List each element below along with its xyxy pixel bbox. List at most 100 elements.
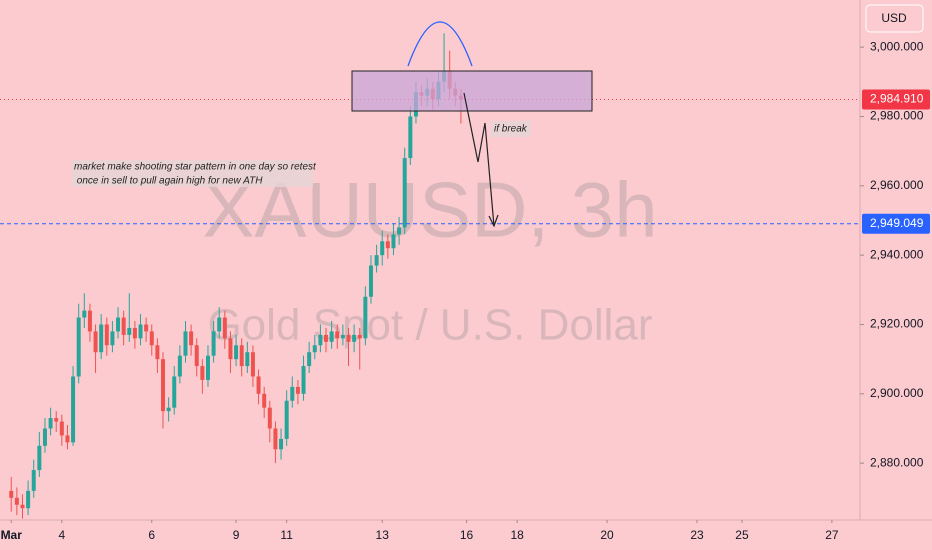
candle-body: [234, 345, 239, 360]
x-tick-label: 11: [280, 528, 293, 542]
candle-body: [166, 407, 171, 412]
x-tick-label: 20: [600, 528, 614, 542]
candle-body: [295, 386, 300, 394]
candle-body: [144, 324, 149, 332]
currency-button[interactable]: [865, 4, 924, 33]
y-tick-label: 2,940.000: [870, 247, 924, 261]
candle-body: [380, 241, 385, 256]
price-tag: [862, 213, 930, 234]
candle-body: [59, 421, 64, 436]
x-tick-label: 4: [58, 528, 65, 542]
candle-body: [110, 331, 115, 346]
candle-body: [245, 352, 250, 367]
x-tick-label: 23: [690, 528, 704, 542]
candle-body: [31, 470, 36, 491]
y-tick-label: 2,920.000: [870, 317, 924, 331]
y-tick-label: 2,880.000: [870, 455, 924, 469]
candle-body: [239, 345, 244, 367]
candle-body: [279, 438, 284, 450]
price-tag: [862, 89, 930, 110]
candle-body: [363, 296, 368, 339]
candle-body: [14, 497, 19, 505]
arrow-drawing: [463, 92, 499, 228]
candle-body: [211, 331, 216, 356]
candle-body: [307, 352, 312, 367]
price-tag-label: 2,984.910: [870, 92, 924, 106]
candle-body: [335, 331, 340, 339]
candle-body: [82, 310, 87, 318]
candle-body: [71, 376, 76, 443]
candle-body: [42, 428, 47, 446]
price-tag-label: 2,949.049: [870, 216, 924, 230]
annotation-box: [491, 121, 531, 137]
candle-body: [318, 334, 323, 346]
candle-body: [200, 366, 205, 380]
candle-body: [149, 331, 154, 346]
y-tick-label: 2,980.000: [870, 109, 924, 123]
currency-label: USD: [881, 11, 907, 25]
candle-body: [76, 317, 81, 377]
candle-body: [121, 317, 126, 335]
candle-body: [132, 327, 137, 339]
candle-body: [9, 490, 14, 498]
candle-body: [138, 324, 143, 339]
candle-body: [20, 504, 25, 509]
candle-body: [352, 334, 357, 342]
zone-rectangle: [351, 70, 593, 112]
candle-body: [324, 334, 329, 342]
watermark-description: Gold Spot / U.S. Dollar: [207, 301, 652, 350]
y-tick-label: 2,900.000: [870, 386, 924, 400]
annotation-text: if break: [494, 124, 528, 135]
candle-body: [172, 376, 177, 408]
candle-body: [290, 386, 295, 401]
candle-body: [217, 317, 222, 332]
candle-body: [374, 255, 379, 266]
candle-body: [408, 116, 413, 159]
candle-body: [116, 317, 121, 332]
candle-body: [222, 317, 227, 339]
x-tick-label: 6: [148, 528, 155, 542]
candle-body: [301, 366, 306, 394]
candle-body: [155, 345, 160, 360]
candle-body: [87, 310, 92, 332]
candle-body: [262, 393, 267, 408]
x-tick-label: 16: [460, 528, 474, 542]
candle-body: [65, 435, 70, 443]
candle-body: [357, 334, 362, 339]
overlay: 2,880.000 2,900.000 2,920.000 2,940.000 2,96…: [1, 39, 930, 542]
candle-body: [194, 345, 199, 367]
candle-body: [250, 352, 255, 377]
candle-body: [228, 338, 233, 360]
x-tick-label: Mar: [1, 528, 23, 542]
y-tick-label: 2,960.000: [870, 178, 924, 192]
annotation-box: [72, 160, 313, 187]
candle-body: [99, 324, 104, 353]
candle-body: [391, 234, 396, 249]
candle-body: [273, 428, 278, 450]
candle-body: [368, 265, 373, 297]
candle-body: [256, 376, 261, 394]
candle-body: [161, 359, 166, 412]
candle-body: [312, 345, 317, 353]
candle-body: [284, 400, 289, 439]
candle-body: [346, 334, 351, 342]
annotation-text: once in sell to pull again high for new …: [74, 176, 263, 187]
candle-body: [54, 418, 59, 422]
arc-drawing: [407, 21, 473, 67]
candle-body: [48, 418, 53, 429]
candle-body: [177, 355, 182, 377]
candle-body: [397, 227, 402, 235]
candle-body: [104, 324, 109, 346]
candle-body: [189, 331, 194, 346]
candle-body: [385, 241, 390, 249]
candle-body: [205, 355, 210, 380]
annotation-text: market make shooting star pattern in one…: [74, 162, 317, 173]
x-tick-label: 27: [825, 528, 839, 542]
x-tick-label: 13: [376, 528, 390, 542]
x-tick-label: 9: [233, 528, 240, 542]
candle-body: [93, 331, 98, 353]
candle-body: [329, 331, 334, 342]
candle-body: [267, 407, 272, 429]
x-tick-label: 18: [510, 528, 524, 542]
